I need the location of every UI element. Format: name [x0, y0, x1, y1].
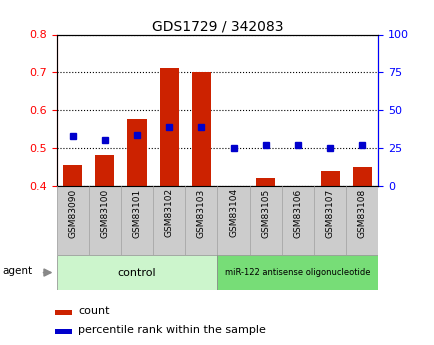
Text: GSM83101: GSM83101 [132, 188, 141, 238]
Bar [249, 186, 281, 255]
Text: GSM83105: GSM83105 [261, 188, 270, 238]
Text: GSM83100: GSM83100 [100, 188, 109, 238]
Bar [256, 178, 275, 186]
Text: GSM83108: GSM83108 [357, 188, 366, 238]
Text: GSM83102: GSM83102 [164, 188, 173, 237]
Bar [153, 186, 185, 255]
Bar [217, 186, 249, 255]
Bar [56, 186, 89, 255]
Text: GSM83107: GSM83107 [325, 188, 334, 238]
Text: count: count [78, 306, 109, 316]
Text: control: control [118, 268, 156, 277]
Bar [352, 167, 371, 186]
Text: agent: agent [3, 266, 33, 276]
Title: GDS1729 / 342083: GDS1729 / 342083 [151, 19, 283, 33]
Text: GSM83090: GSM83090 [68, 188, 77, 238]
Text: percentile rank within the sample: percentile rank within the sample [78, 325, 266, 335]
Bar [345, 186, 378, 255]
Bar [63, 165, 82, 186]
Bar [89, 186, 121, 255]
Bar [191, 72, 210, 186]
Bar [56, 310, 72, 315]
Bar [159, 68, 178, 186]
Text: GSM83103: GSM83103 [197, 188, 205, 238]
Bar [95, 155, 114, 186]
Bar [56, 255, 217, 290]
Bar [217, 255, 378, 290]
Bar [320, 171, 339, 186]
Text: GSM83106: GSM83106 [293, 188, 302, 238]
Bar [127, 119, 146, 186]
Text: GSM83104: GSM83104 [229, 188, 237, 237]
Bar [185, 186, 217, 255]
Bar [56, 329, 72, 334]
Bar [281, 186, 313, 255]
Bar [313, 186, 345, 255]
Bar [121, 186, 153, 255]
Text: miR-122 antisense oligonucleotide: miR-122 antisense oligonucleotide [225, 268, 370, 277]
